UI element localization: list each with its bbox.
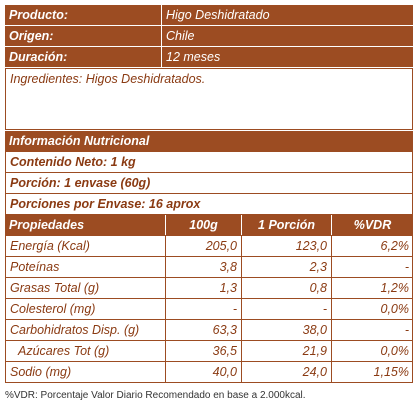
nutrition-title: Información Nutricional	[9, 134, 150, 148]
table-value: 0,0%	[331, 341, 413, 361]
nutrition-info: Porción: 1 envase (60g)	[10, 176, 151, 190]
table-label: Grasas Total (g)	[10, 281, 100, 295]
table-header-row: Propiedades 100g 1 Porción %VDR	[5, 215, 413, 235]
table-row: Carbohidratos Disp. (g) 63,3 38,0-	[5, 319, 413, 341]
table-value: 3,8	[165, 257, 241, 277]
table-value: -	[331, 257, 413, 277]
info-label: Producto:	[9, 8, 69, 22]
table-value: 2,3	[241, 257, 331, 277]
info-label: Origen:	[9, 29, 54, 43]
table-value: -	[165, 299, 241, 319]
table-value: 36,5	[165, 341, 241, 361]
table-value: 1,3	[165, 278, 241, 298]
table-row: Energía (Kcal) 205,0 123,0 6,2%	[5, 235, 413, 257]
footnote: %VDR: Porcentaje Valor Diario Recomendad…	[5, 390, 306, 401]
table-header-cell: 1 Porción	[241, 215, 331, 235]
table-row: Grasas Total (g) 1,3 0,8 1,2%	[5, 277, 413, 299]
table-label: Azúcares Tot (g)	[18, 344, 110, 358]
table-row: Colesterol (mg) - -0,0%	[5, 298, 413, 320]
table-header-cell: Propiedades	[9, 218, 85, 232]
info-value: Higo Deshidratado	[161, 5, 413, 25]
ingredients-text: Ingredientes: Higos Deshidratados.	[10, 72, 206, 86]
info-row: Origen: Chile	[5, 26, 413, 46]
table-label: Carbohidratos Disp. (g)	[10, 323, 140, 337]
table-label: Colesterol (mg)	[10, 302, 96, 316]
table-value: -	[331, 320, 413, 340]
nutrition-info: Porciones por Envase: 16 aprox	[10, 197, 201, 211]
table-value: 0,0%	[331, 299, 413, 319]
table-value: -	[241, 299, 331, 319]
info-row: Producto: Higo Deshidratado	[5, 5, 413, 25]
table-value: 63,3	[165, 320, 241, 340]
table-value: 6,2%	[331, 236, 413, 256]
table-value: 24,0	[241, 362, 331, 382]
table-value: 123,0	[241, 236, 331, 256]
nutrition-info-row: Porción: 1 envase (60g)	[5, 172, 413, 194]
nutrition-info-row: Porciones por Envase: 16 aprox	[5, 193, 413, 215]
product-sheet: Producto: Higo Deshidratado Origen: Chile Du…	[5, 5, 413, 386]
table-row: Poteínas 3,8 2,3-	[5, 256, 413, 278]
table-value: 21,9	[241, 341, 331, 361]
table-value: 38,0	[241, 320, 331, 340]
table-header-cell: 100g	[165, 215, 241, 235]
table-row: Sodio (mg) 40,0 24,0 1,15%	[5, 361, 413, 383]
info-value: Chile	[161, 26, 413, 46]
info-label: Duración:	[9, 50, 68, 64]
nutrition-info: Contenido Neto: 1 kg	[10, 155, 136, 169]
table-label: Energía (Kcal)	[10, 239, 90, 253]
nutrition-title-row: Información Nutricional	[5, 131, 413, 151]
ingredients-box: Ingredientes: Higos Deshidratados.	[5, 68, 413, 130]
table-label: Sodio (mg)	[10, 365, 72, 379]
info-row: Duración: 12 meses	[5, 47, 413, 67]
table-value: 1,2%	[331, 278, 413, 298]
table-value: 205,0	[165, 236, 241, 256]
table-value: 1,15%	[331, 362, 413, 382]
nutrition-info-row: Contenido Neto: 1 kg	[5, 151, 413, 173]
table-value: 40,0	[165, 362, 241, 382]
table-label: Poteínas	[10, 260, 60, 274]
info-value: 12 meses	[161, 47, 413, 67]
table-row: Azúcares Tot (g) 36,5 21,9 0,0%	[5, 340, 413, 362]
table-value: 0,8	[241, 278, 331, 298]
table-header-cell: %VDR	[331, 215, 413, 235]
